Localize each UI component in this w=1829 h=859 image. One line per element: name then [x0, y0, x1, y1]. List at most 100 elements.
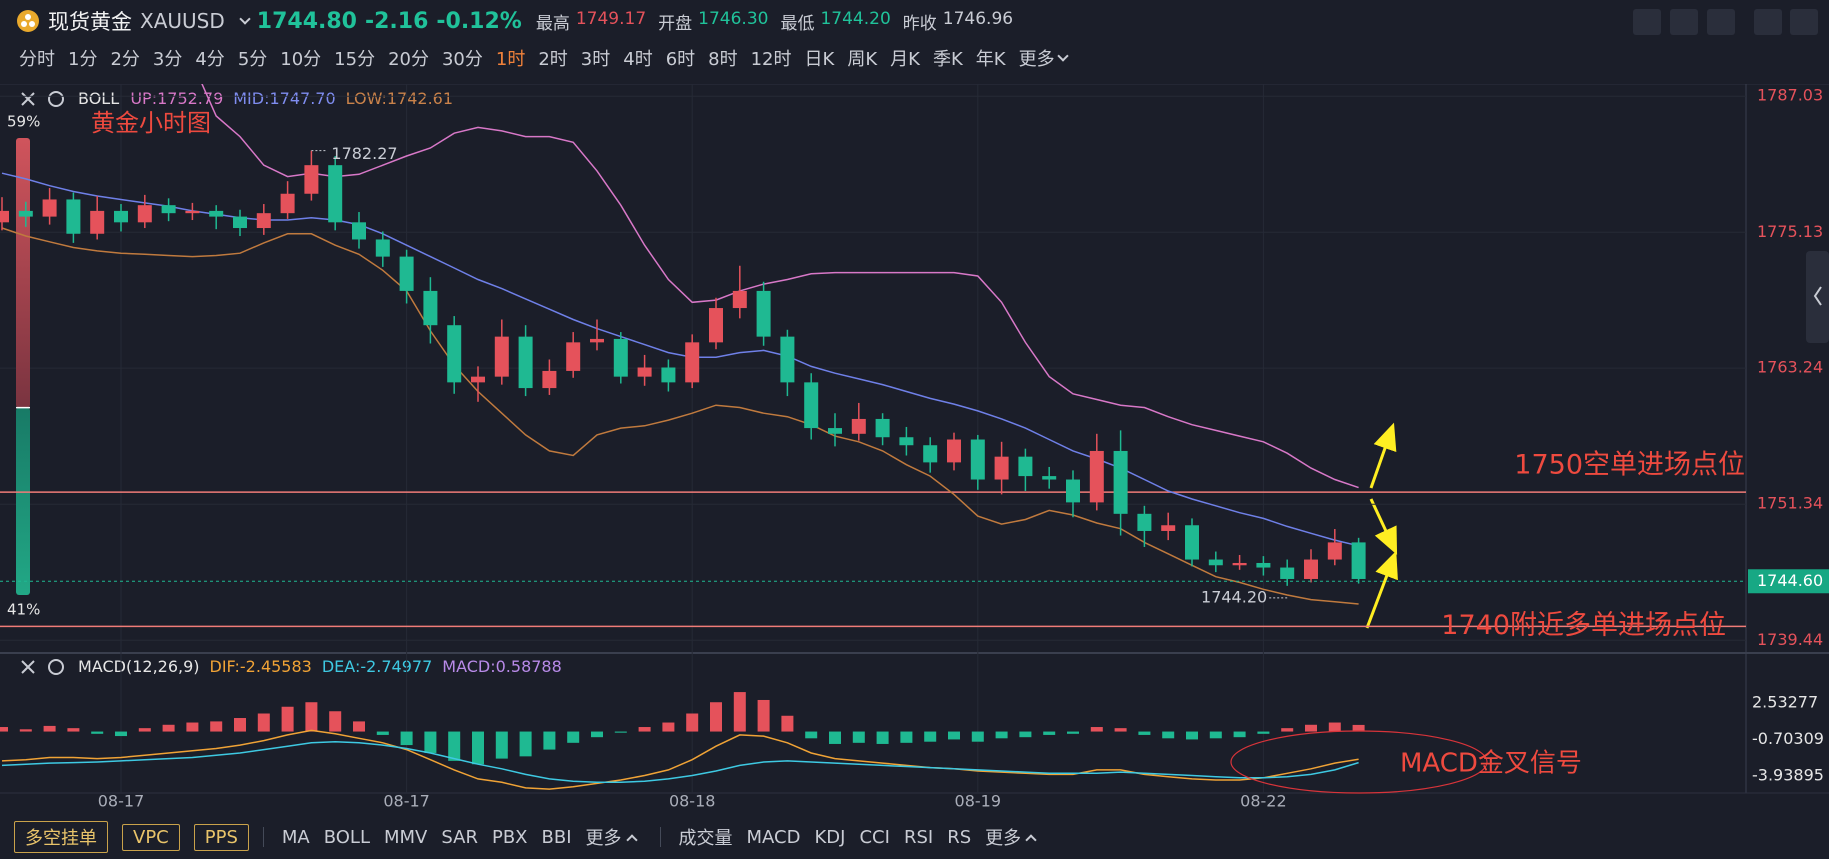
candle-body	[613, 338, 628, 377]
macd-bar	[876, 731, 889, 744]
timeframe[interactable]: 季K	[932, 49, 963, 70]
chart: BOLL UP:1752.79 MID:1747.70 LOW:1742.61 MAC…	[0, 84, 1829, 811]
chart-title: 黄金小时图	[91, 109, 211, 137]
tool-button[interactable]	[1670, 9, 1698, 35]
boll-mid: MID:1747.70	[233, 89, 335, 108]
timeframe[interactable]: 10分	[280, 49, 322, 70]
timeframe[interactable]: 5分	[237, 49, 268, 70]
price-change-pct: -0.12%	[436, 8, 522, 34]
candle-body	[423, 290, 438, 326]
candle-body	[970, 439, 985, 480]
candle-body	[399, 256, 414, 291]
timeframe[interactable]: 2分	[110, 49, 140, 70]
timeframe[interactable]: 4分	[195, 49, 225, 70]
candle-body	[42, 199, 57, 217]
macd-bar	[1209, 731, 1222, 739]
timeframe[interactable]: 4时	[623, 49, 653, 70]
toolbar-button[interactable]: 多空挂单	[14, 821, 108, 853]
indicator[interactable]: RS	[947, 826, 972, 848]
macd-bar	[1067, 731, 1079, 734]
timeframe[interactable]: 30分	[441, 49, 483, 70]
indicator[interactable]: BOLL	[323, 826, 370, 848]
timeframe[interactable]: 1时	[495, 49, 526, 70]
indicator[interactable]: 更多	[985, 824, 1037, 850]
macd-bar	[519, 731, 532, 757]
side-tab[interactable]	[1806, 251, 1829, 343]
macd-bar	[852, 731, 865, 743]
tool-button[interactable]	[1790, 9, 1818, 35]
close-icon[interactable]	[21, 92, 35, 106]
timeframe[interactable]: 分时	[19, 49, 55, 70]
timeframe[interactable]: 更多	[1019, 45, 1069, 71]
indicator[interactable]: BBI	[541, 826, 572, 848]
close-icon[interactable]	[21, 660, 35, 674]
indicator[interactable]: KDJ	[814, 826, 846, 848]
timeframe[interactable]: 15分	[334, 49, 376, 70]
timeframe[interactable]: 12时	[750, 49, 792, 70]
separator	[262, 827, 264, 847]
indicator[interactable]: MACD	[746, 826, 801, 848]
side-tab-icon[interactable]	[1813, 286, 1822, 306]
timeframe[interactable]: 1分	[68, 49, 98, 70]
tool-button[interactable]	[1633, 9, 1661, 35]
expand-icon	[625, 834, 638, 846]
symbol-dropdown[interactable]	[239, 12, 251, 25]
price-change: -2.16	[364, 8, 429, 34]
timeframe[interactable]: 3时	[580, 49, 611, 70]
candle-body	[732, 290, 747, 309]
timeframe[interactable]: 年K	[975, 49, 1006, 70]
indicator[interactable]: MA	[281, 826, 310, 848]
macd-bar	[900, 731, 913, 743]
timeframe[interactable]: 20分	[388, 49, 429, 70]
macd-bar	[1305, 724, 1317, 732]
boll-low: LOW:1742.61	[346, 89, 453, 108]
tool-button[interactable]	[1754, 9, 1782, 35]
indicator[interactable]: 成交量	[678, 828, 733, 849]
boll-mid	[1, 172, 1359, 547]
indicator[interactable]: PBX	[491, 826, 528, 848]
settings-icon[interactable]	[48, 659, 64, 675]
stat-value: 1746.96	[942, 8, 1014, 29]
indicator[interactable]: 更多	[586, 824, 638, 850]
macd-bar	[805, 731, 818, 739]
candle-body	[185, 210, 200, 214]
indicator[interactable]: RSI	[903, 826, 934, 848]
candle-body	[233, 216, 247, 229]
macd-bar	[1328, 722, 1341, 732]
dea-line	[1, 740, 1359, 784]
arrow	[1369, 422, 1397, 489]
boll-low	[1, 227, 1359, 605]
settings-icon[interactable]	[48, 91, 64, 107]
instrument-symbol[interactable]: XAUUSD	[140, 9, 225, 33]
candle-body	[1232, 562, 1247, 566]
macd-bar	[329, 711, 342, 732]
candle-body	[1018, 456, 1033, 477]
toolbar-button[interactable]: PPS	[193, 823, 249, 851]
candle-body	[566, 342, 581, 371]
candle-body	[1280, 567, 1295, 579]
timeframe[interactable]: 8时	[708, 49, 738, 70]
macd-bar	[733, 692, 746, 732]
candle-body	[947, 439, 961, 463]
toolbar-button[interactable]: VPC	[122, 823, 180, 851]
candle-body	[1042, 476, 1057, 480]
timeframe[interactable]: 日K	[804, 49, 835, 70]
timeframe[interactable]: 6时	[665, 49, 696, 70]
tool-button[interactable]	[1707, 9, 1735, 35]
timeframe[interactable]: 月K	[890, 49, 920, 70]
boll-up: UP:1752.79	[130, 89, 223, 108]
candle-body	[375, 239, 390, 257]
price-stats: 最高 1749.17 开盘 1746.30 最低 1744.20 昨收 1746.96	[536, 9, 1019, 34]
indicator[interactable]: MMV	[384, 826, 428, 848]
dropdown-icon	[1056, 50, 1069, 62]
timeframe[interactable]: 3分	[152, 49, 183, 70]
annotation: MACD金叉信号	[1400, 749, 1582, 779]
indicator[interactable]: SAR	[441, 826, 478, 848]
macd-bar	[995, 731, 1008, 739]
stat-label: 开盘	[658, 13, 693, 34]
timeframe[interactable]: 2时	[538, 49, 568, 70]
timeframe[interactable]: 周K	[847, 49, 878, 70]
macd-bar	[1233, 731, 1246, 738]
indicator[interactable]: CCI	[859, 826, 890, 848]
